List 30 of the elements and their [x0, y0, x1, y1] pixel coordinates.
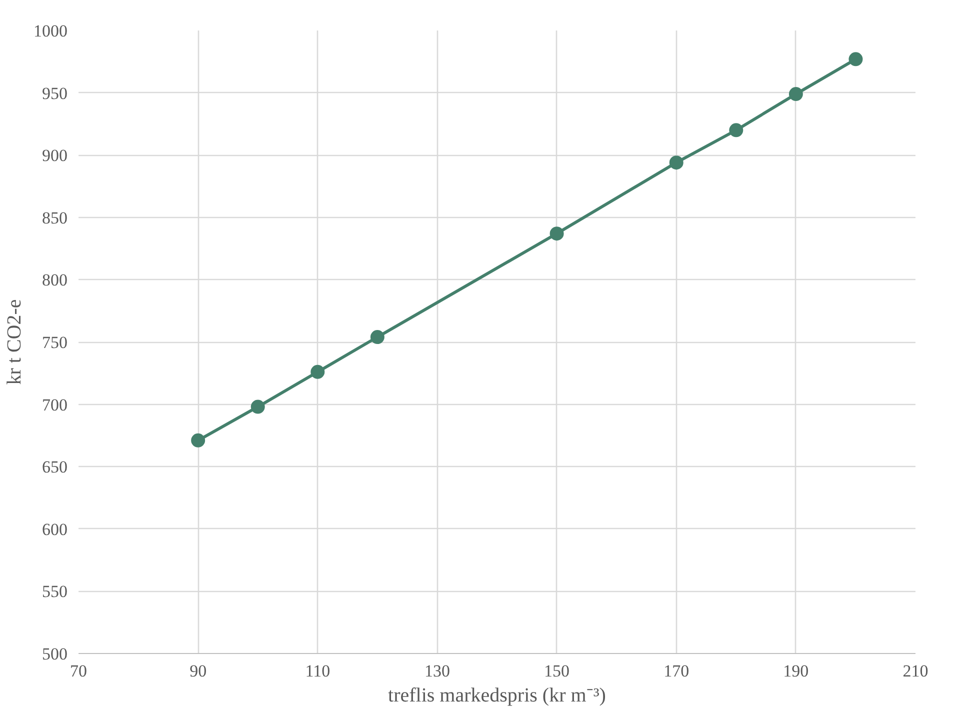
- point: [550, 226, 564, 241]
- point: [191, 433, 206, 448]
- point: [370, 330, 384, 344]
- x-tick-label: 190: [783, 662, 809, 680]
- x-tick-label: 130: [424, 662, 450, 680]
- point: [788, 87, 803, 102]
- point: [310, 364, 325, 379]
- y-tick-label: 550: [42, 582, 68, 602]
- point: [669, 156, 684, 170]
- y-tick-label: 950: [42, 84, 68, 103]
- x-tick-label: 110: [305, 662, 330, 680]
- x-tick-label: 150: [544, 662, 570, 680]
- y-tick-label: 600: [42, 520, 68, 539]
- x-axis-title: treflis markedspris (kr m⁻³): [388, 684, 606, 706]
- x-tick-label: 170: [664, 662, 690, 680]
- y-tick-label: 700: [42, 395, 68, 414]
- point: [250, 400, 265, 414]
- x-tick-label: 90: [190, 662, 207, 680]
- y-tick-label: 650: [42, 458, 68, 477]
- x-tick-label: 70: [70, 662, 87, 680]
- point: [729, 123, 744, 138]
- x-tick-label: 210: [902, 662, 928, 680]
- y-tick-label: 850: [42, 208, 68, 228]
- y-tick-label: 900: [42, 146, 68, 166]
- y-axis-title: kr t CO2-e: [4, 299, 26, 385]
- y-tick-label: 500: [42, 644, 68, 664]
- y-tick-label: 1000: [34, 22, 68, 40]
- y-tick-label: 800: [42, 270, 68, 290]
- y-tick-label: 750: [42, 333, 68, 352]
- point: [848, 52, 863, 66]
